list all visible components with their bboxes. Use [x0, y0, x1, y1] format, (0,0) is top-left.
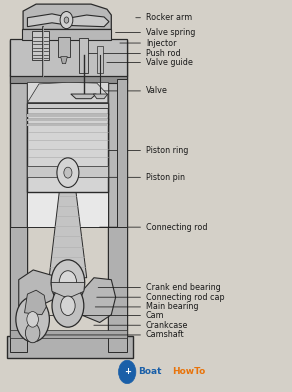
Text: Push rod: Push rod [88, 49, 181, 58]
Circle shape [61, 296, 75, 316]
Circle shape [52, 284, 84, 327]
Text: Valve spring: Valve spring [116, 28, 195, 37]
Circle shape [119, 360, 136, 384]
Text: Main bearing: Main bearing [95, 303, 199, 311]
Text: Crank end bearing: Crank end bearing [98, 283, 221, 292]
Polygon shape [71, 94, 96, 99]
Text: Piston pin: Piston pin [92, 173, 185, 182]
Bar [22, 29, 111, 40]
Text: Valve: Valve [102, 86, 168, 95]
Bar [10, 39, 127, 76]
Bar [27, 48, 108, 227]
Bar [27, 119, 108, 121]
Text: Cam: Cam [49, 311, 165, 320]
Polygon shape [27, 14, 109, 27]
Bar [79, 38, 88, 73]
Polygon shape [25, 290, 46, 315]
Bar [27, 103, 108, 192]
Bar [10, 330, 127, 338]
Text: +: + [124, 367, 131, 376]
Text: Boat: Boat [138, 367, 161, 376]
Bar [108, 40, 127, 352]
Circle shape [27, 312, 39, 327]
Polygon shape [49, 192, 87, 278]
Bar [10, 75, 127, 83]
Polygon shape [19, 270, 62, 328]
Text: Valve guide: Valve guide [107, 58, 193, 67]
Circle shape [60, 11, 73, 29]
Text: Piston ring: Piston ring [107, 146, 188, 155]
Circle shape [16, 297, 49, 342]
Circle shape [25, 323, 40, 343]
Text: Crankcase: Crankcase [94, 321, 188, 330]
Circle shape [59, 271, 77, 294]
Text: Injector: Injector [120, 38, 176, 47]
Bar [27, 103, 108, 108]
Polygon shape [51, 282, 85, 296]
Bar [10, 40, 27, 352]
Text: Camshaft: Camshaft [45, 330, 185, 339]
Polygon shape [61, 57, 67, 64]
Bar [10, 227, 27, 352]
Circle shape [51, 260, 85, 305]
Bar [27, 82, 108, 103]
Polygon shape [93, 94, 108, 99]
Bar [108, 227, 127, 352]
Bar [97, 46, 103, 73]
Text: HowTo: HowTo [172, 367, 205, 376]
Bar [117, 79, 127, 227]
Bar [27, 167, 108, 177]
Polygon shape [23, 4, 111, 29]
Bar [7, 336, 133, 358]
Text: Rocker arm: Rocker arm [136, 13, 192, 22]
Circle shape [57, 158, 79, 187]
Bar [32, 31, 49, 60]
Polygon shape [27, 82, 108, 103]
Circle shape [64, 167, 72, 178]
Text: Connecting rod cap: Connecting rod cap [97, 293, 225, 302]
Polygon shape [77, 278, 116, 323]
Text: Connecting rod: Connecting rod [100, 223, 208, 232]
Bar [27, 114, 108, 116]
Circle shape [64, 17, 69, 23]
Bar [27, 123, 108, 126]
Bar [58, 37, 70, 57]
